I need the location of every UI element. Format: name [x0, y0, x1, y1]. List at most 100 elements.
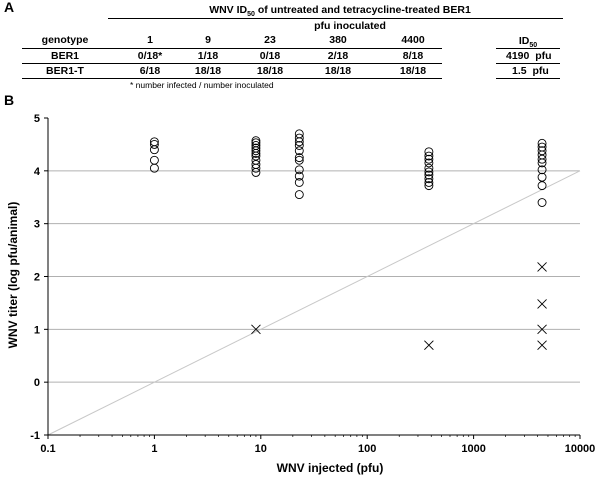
- circle-point: [424, 167, 434, 177]
- cross-stroke: [537, 340, 547, 351]
- table-cell: 18/18: [194, 65, 222, 77]
- table-cell: 8/18: [402, 50, 424, 62]
- circle-point: [149, 163, 159, 173]
- id50-unit: pfu: [535, 50, 552, 62]
- table-cell: 0/18*: [137, 50, 163, 62]
- cross-stroke: [537, 324, 547, 335]
- id50-header: ID50: [496, 35, 560, 49]
- header-rule: [22, 48, 442, 49]
- circle-point: [424, 174, 434, 184]
- table-cell: 0/18: [259, 50, 281, 62]
- circle-point: [251, 148, 261, 158]
- x-tick-labels: 0.1 1 10 100 1000 10000: [40, 443, 595, 455]
- x-tick-label: 10: [255, 443, 267, 455]
- dose-header: 1: [147, 34, 153, 46]
- table-cell: 18/18: [399, 65, 427, 77]
- circle-point: [294, 153, 304, 163]
- circle-point: [537, 172, 547, 182]
- dose-header: 4400: [401, 34, 425, 46]
- id50-cell: 4190 pfu: [506, 50, 566, 62]
- y-tick-label: 4: [34, 166, 41, 178]
- id50-value: 1.5: [512, 65, 527, 77]
- genotype-cell: BER1: [50, 50, 79, 62]
- table-title-subscript: 50: [247, 11, 255, 19]
- table-cell: 1/18: [197, 50, 219, 62]
- cross-point: [537, 340, 547, 351]
- x-tick-label: 0.1: [40, 443, 55, 455]
- circle-point: [149, 155, 159, 165]
- circle-point: [424, 151, 434, 161]
- circle-point: [537, 181, 547, 191]
- cross-point: [251, 324, 261, 335]
- circle-point: [424, 147, 434, 157]
- table-title: WNV ID50 of untreated and tetracycline-t…: [120, 4, 560, 18]
- circle-point: [294, 190, 304, 200]
- circle-point: [251, 163, 261, 173]
- circle-point: [294, 146, 304, 156]
- circle-point: [424, 163, 434, 173]
- circle-point: [424, 154, 434, 164]
- circle-point: [537, 154, 547, 164]
- axes: [44, 117, 581, 439]
- id50-value: 4190: [506, 50, 530, 62]
- circle-point: [294, 137, 304, 147]
- x-axis-label: WNV injected (pfu): [277, 461, 384, 475]
- x-tick-label: 10000: [565, 443, 596, 455]
- cross-stroke: [424, 340, 434, 351]
- circle-point: [294, 165, 304, 175]
- circle-point: [149, 145, 159, 155]
- circle-point: [537, 138, 547, 148]
- circle-point: [537, 198, 547, 207]
- table-title-rule: [108, 18, 563, 19]
- table-cell: 18/18: [256, 65, 284, 77]
- cross-stroke: [537, 299, 547, 309]
- circle-point: [424, 158, 434, 168]
- y-tick-label: -1: [30, 430, 40, 442]
- cross-point: [424, 340, 434, 351]
- genotype-cell: BER1-T: [46, 65, 84, 77]
- y-axis-label: WNV titer (log pfu/animal): [6, 202, 20, 349]
- circle-point: [251, 167, 261, 177]
- id50-row-rule: [496, 63, 560, 64]
- y-tick-label: 5: [34, 113, 40, 125]
- circle-point: [251, 136, 261, 146]
- cross-stroke: [251, 324, 261, 335]
- id50-header-text: ID: [518, 35, 530, 47]
- genotype-header: genotype: [41, 34, 89, 46]
- table-bottom-rule: [22, 78, 442, 79]
- circle-point: [537, 165, 547, 175]
- cross-point: [537, 324, 547, 335]
- circle-point: [294, 171, 304, 181]
- circle-point: [149, 139, 159, 149]
- gridlines: [48, 170, 580, 383]
- circle-point: [251, 151, 261, 161]
- cross-stroke: [537, 262, 547, 272]
- id50-unit: pfu: [532, 65, 549, 77]
- panel-b-label: B: [4, 92, 15, 108]
- table-cell: 2/18: [327, 50, 349, 62]
- x-tick-label: 1: [151, 443, 157, 455]
- id50-bottom-rule: [496, 78, 560, 79]
- y-tick-label: 3: [34, 219, 40, 231]
- dose-header: 23: [264, 34, 276, 46]
- table-footnote: * number infected / number inoculated: [130, 80, 274, 90]
- row-rule: [22, 63, 442, 64]
- circle-point: [251, 146, 261, 156]
- table-title-suffix: of untreated and tetracycline-treated BE…: [254, 4, 471, 16]
- circle-point: [294, 178, 304, 187]
- cross-point: [537, 262, 547, 272]
- circle-point: [294, 141, 304, 150]
- circle-point: [537, 158, 547, 168]
- y-tick-labels: -1 0 1 2 3 4 5: [30, 113, 41, 442]
- circle-point: [294, 155, 304, 165]
- circle-point: [424, 181, 434, 191]
- x-tick-label: 1000: [461, 443, 485, 455]
- reference-line: [47, 170, 581, 436]
- circle-point: [424, 170, 434, 180]
- data-points: [149, 129, 547, 351]
- id50-header-subscript: 50: [529, 42, 538, 50]
- pfu-header: pfu inoculated: [314, 20, 386, 32]
- circle-point: [294, 133, 304, 143]
- table-cell: 18/18: [324, 65, 352, 77]
